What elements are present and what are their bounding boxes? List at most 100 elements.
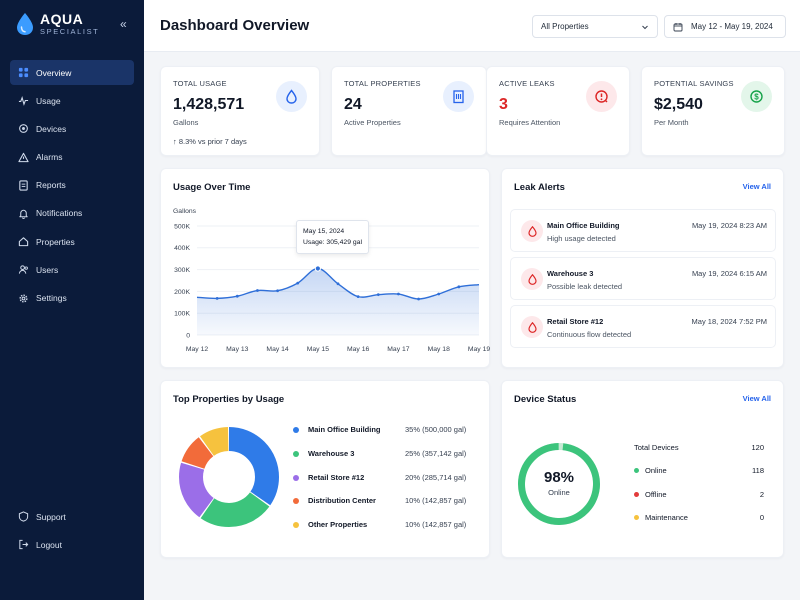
date-range-picker[interactable]: May 12 - May 19, 2024 — [664, 15, 786, 38]
gear-icon — [19, 293, 28, 303]
leak-alert-icon — [595, 90, 608, 103]
legend-name: Distribution Center — [308, 496, 376, 505]
stat-value: 24 — [344, 96, 362, 113]
device-status-row: Offline 2 — [634, 490, 764, 502]
stat-label: ACTIVE LEAKS — [499, 79, 555, 88]
sidebar-item-label: Usage — [36, 95, 61, 106]
x-tick-label: May 18 — [428, 346, 451, 353]
sidebar-item-overview[interactable]: Overview — [10, 60, 134, 85]
stat-icon-badge — [586, 81, 617, 112]
sidebar-item-label: Users — [36, 264, 59, 275]
y-tick-label: 0 — [186, 332, 190, 339]
y-axis-label: Gallons — [173, 208, 197, 215]
top-header: Dashboard Overview All Properties May 12… — [144, 0, 800, 52]
alert-icon-badge — [521, 268, 543, 290]
alert-timestamp: May 19, 2024 6:15 AM — [691, 269, 767, 278]
sidebar-item-usage[interactable]: Usage — [10, 88, 134, 113]
sidebar-item-users[interactable]: Users — [10, 257, 134, 282]
leak-alerts-card: Leak Alerts View All Main Office Buildin… — [501, 168, 784, 368]
sidebar-item-logout[interactable]: Logout — [10, 532, 134, 557]
legend-dot — [293, 427, 299, 433]
donut-slice — [179, 427, 279, 527]
y-tick-label: 300K — [174, 267, 190, 274]
alert-timestamp: May 18, 2024 7:52 PM — [691, 317, 767, 326]
stat-value: $2,540 — [654, 96, 703, 113]
top-properties-card: Top Properties by Usage Main Office Buil… — [160, 380, 490, 558]
card-title: Top Properties by Usage — [173, 394, 285, 405]
legend-row: Main Office Building 35% (500,000 gal) — [293, 425, 473, 437]
warning-icon — [18, 152, 29, 162]
water-drop-icon — [286, 89, 297, 104]
collapse-sidebar-icon[interactable]: « — [120, 17, 127, 31]
data-point — [296, 281, 300, 285]
calendar-icon — [673, 22, 683, 31]
usage-chart-card: Usage Over Time Gallons 0 100K 200K 300K 400K… — [160, 168, 490, 368]
data-point — [235, 294, 239, 298]
users-icon — [18, 265, 28, 275]
data-point — [215, 296, 219, 300]
stat-card-total-properties: TOTAL PROPERTIES 24 Active Properties — [331, 66, 487, 156]
sidebar-item-alarms[interactable]: Alarms — [10, 145, 134, 170]
x-tick-label: May 19 — [468, 346, 491, 353]
sidebar-item-label: Reports — [36, 180, 66, 191]
sidebar-item-label: Overview — [36, 67, 72, 78]
device-status-ring[interactable] — [514, 439, 604, 529]
usage-area-chart[interactable]: Gallons 0 100K 200K 300K 400K 500K May 12 May 13… — [161, 169, 491, 369]
online-percent: 98% — [543, 469, 575, 486]
tooltip-value: Usage: 305,429 gal — [303, 239, 362, 247]
stat-icon-badge — [443, 81, 474, 112]
device-status-row: Online 118 — [634, 466, 764, 478]
status-label: Maintenance — [645, 513, 688, 522]
chart-tooltip: May 15, 2024 Usage: 305,429 gal — [296, 220, 369, 255]
legend-dot — [293, 451, 299, 457]
status-dot — [634, 515, 639, 520]
legend-value: 10% (142,857 gal) — [405, 496, 467, 505]
stat-icon-badge — [276, 81, 307, 112]
sidebar-item-reports[interactable]: Reports — [10, 173, 134, 198]
brand-logo[interactable]: AQUA SPECIALIST — [16, 12, 99, 36]
leak-alert-item[interactable]: Main Office Building High usage detected… — [510, 209, 776, 252]
data-point — [397, 292, 400, 296]
leak-alert-item[interactable]: Retail Store #12 Continuous flow detecte… — [510, 305, 776, 348]
stat-sub: Gallons — [173, 118, 199, 127]
data-point — [336, 282, 340, 286]
legend-name: Warehouse 3 — [308, 449, 355, 458]
building-icon — [453, 90, 464, 104]
data-point — [314, 265, 321, 272]
view-all-alerts-link[interactable]: View All — [742, 182, 771, 191]
water-drop-logo-icon — [17, 13, 33, 35]
brand-tagline: SPECIALIST — [40, 27, 100, 37]
sidebar-item-devices[interactable]: Devices — [10, 116, 134, 141]
sidebar-bottom-nav: Support Logout — [10, 504, 134, 560]
x-tick-label: May 13 — [226, 346, 249, 353]
sidebar-item-settings[interactable]: Settings — [10, 286, 134, 311]
property-filter-select[interactable]: All Properties — [532, 15, 658, 38]
data-point — [457, 285, 461, 289]
dollar-icon: $ — [750, 90, 763, 103]
alert-timestamp: May 19, 2024 8:23 AM — [691, 221, 767, 230]
alert-icon-badge — [521, 220, 543, 242]
device-total-row: Total Devices 120 — [634, 443, 764, 455]
alert-property-name: Warehouse 3 — [547, 269, 594, 278]
sidebar-item-notifications[interactable]: Notifications — [10, 201, 134, 226]
leak-alert-item[interactable]: Warehouse 3 Possible leak detected May 1… — [510, 257, 776, 300]
chevron-down-icon — [642, 25, 648, 29]
legend-name: Retail Store #12 — [308, 473, 365, 482]
sidebar-item-support[interactable]: Support — [10, 504, 134, 529]
sidebar-item-properties[interactable]: Properties — [10, 229, 134, 254]
data-point — [256, 289, 259, 292]
view-all-devices-link[interactable]: View All — [742, 394, 771, 403]
sidebar-item-label: Alarms — [36, 152, 63, 163]
property-donut-chart[interactable] — [176, 424, 286, 534]
stat-label: TOTAL PROPERTIES — [344, 79, 421, 88]
alert-property-name: Main Office Building — [547, 221, 620, 230]
stat-trend: ↑ 8.3% vs prior 7 days — [173, 137, 247, 146]
alert-description: High usage detected — [547, 234, 616, 243]
sidebar-item-label: Notifications — [36, 208, 83, 219]
x-tick-label: May 14 — [266, 346, 289, 353]
home-icon — [18, 237, 29, 247]
legend-row: Other Properties 10% (142,857 gal) — [293, 520, 473, 532]
grid-icon — [18, 67, 29, 78]
data-point — [376, 293, 380, 297]
sidebar-item-label: Support — [36, 511, 66, 522]
